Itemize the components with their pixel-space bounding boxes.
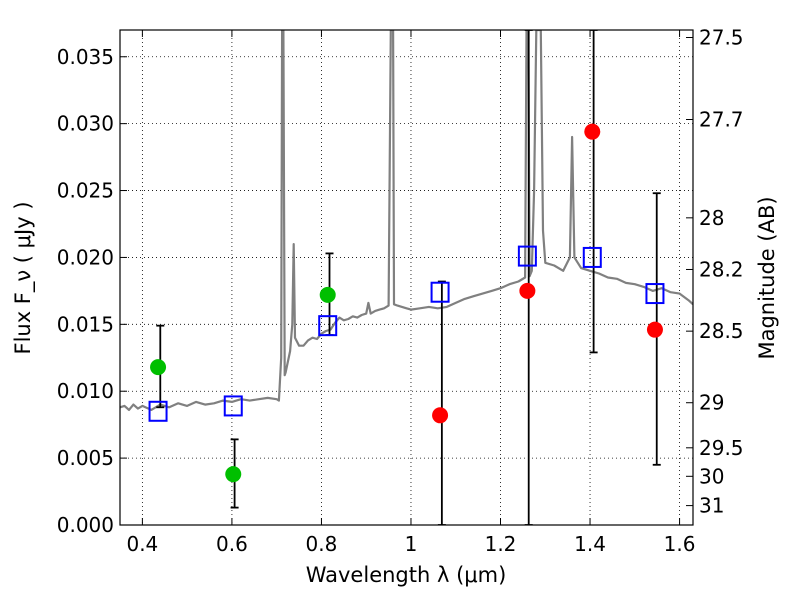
model-square-marker bbox=[318, 315, 338, 337]
right-tick-label: 28.5 bbox=[699, 319, 744, 343]
model-square-marker bbox=[582, 246, 602, 268]
photometry-point bbox=[584, 123, 601, 140]
model-square-marker bbox=[430, 281, 450, 303]
right-tick-label: 27.5 bbox=[699, 25, 744, 49]
spectrum-line bbox=[120, 30, 693, 411]
photometry-point bbox=[432, 407, 449, 424]
y-tick-label: 0.015 bbox=[57, 312, 114, 336]
photometry-point bbox=[225, 466, 242, 483]
x-tick-label: 1.4 bbox=[574, 532, 606, 556]
plot-frame bbox=[119, 29, 694, 526]
y-tick-label: 0.000 bbox=[57, 513, 114, 537]
plot-area bbox=[120, 30, 693, 525]
y-tick-label: 0.030 bbox=[57, 112, 114, 136]
y-axis-label: Flux F_ν ( μJy ) bbox=[11, 201, 36, 354]
photometry-point bbox=[150, 359, 167, 376]
x-axis-label: Wavelength λ (μm) bbox=[306, 563, 507, 587]
grid bbox=[120, 30, 693, 526]
model-square-marker bbox=[645, 283, 665, 305]
right-axis-label: Magnitude (AB) bbox=[755, 196, 779, 359]
right-tick-label: 27.7 bbox=[699, 108, 744, 132]
x-tick-label: 0.8 bbox=[306, 532, 338, 556]
axes: 0.4 0.6 0.8 1 1.2 1.4 1.6 0.000 0.005 0.010 0.015 0… bbox=[57, 25, 744, 556]
x-tick-label: 0.4 bbox=[126, 532, 158, 556]
x-tick-label: 0.6 bbox=[216, 532, 248, 556]
x-tick-label: 1.6 bbox=[664, 532, 696, 556]
right-tick-label: 28 bbox=[699, 206, 724, 230]
photometry-point bbox=[319, 286, 336, 303]
model-square-marker bbox=[517, 245, 537, 267]
y-tick-label: 0.005 bbox=[57, 446, 114, 470]
right-tick-label: 29.5 bbox=[699, 436, 744, 460]
x-tick-label: 1.2 bbox=[485, 532, 517, 556]
photometry-point bbox=[646, 321, 663, 338]
x-tick-label: 1 bbox=[405, 532, 418, 556]
y-tick-label: 0.020 bbox=[57, 245, 114, 269]
right-tick-label: 28.2 bbox=[699, 257, 744, 281]
y-tick-label: 0.010 bbox=[57, 379, 114, 403]
model-square-marker bbox=[148, 400, 168, 422]
model-square-marker bbox=[223, 395, 243, 417]
y-tick-label: 0.025 bbox=[57, 179, 114, 203]
right-tick-label: 30 bbox=[699, 464, 724, 488]
right-tick-label: 31 bbox=[699, 494, 724, 518]
y-tick-label: 0.035 bbox=[57, 45, 114, 69]
photometry-point bbox=[519, 282, 536, 299]
right-tick-label: 29 bbox=[699, 391, 724, 415]
